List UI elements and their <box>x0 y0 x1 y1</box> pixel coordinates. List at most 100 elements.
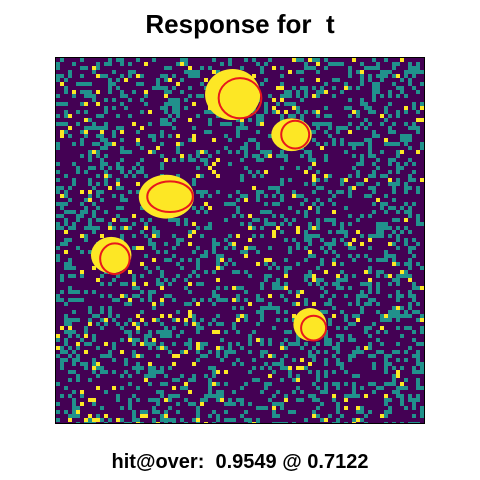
heatmap-cell <box>264 274 268 278</box>
heatmap-cell <box>116 178 120 182</box>
heatmap-cell <box>256 310 260 314</box>
heatmap-cell <box>76 378 80 382</box>
chart-title: Response for t <box>145 9 335 39</box>
heatmap-cell <box>128 398 132 402</box>
heatmap-cell <box>128 382 132 386</box>
heatmap-cell <box>80 138 84 142</box>
heatmap-cell <box>168 406 172 410</box>
heatmap-cell <box>192 230 196 234</box>
heatmap-cell <box>288 370 292 374</box>
heatmap-cell <box>412 66 416 70</box>
heatmap-cell <box>196 406 200 410</box>
heatmap-cell <box>324 130 328 134</box>
heatmap-cell <box>116 206 120 210</box>
heatmap-cell <box>396 318 400 322</box>
heatmap-cell <box>408 78 412 82</box>
heatmap-cell <box>328 246 332 250</box>
heatmap-cell <box>76 122 80 126</box>
heatmap-cell <box>172 318 176 322</box>
heatmap-cell <box>172 362 176 366</box>
heatmap-cell <box>412 282 416 286</box>
heatmap-cell <box>176 354 180 358</box>
heatmap-cell <box>84 110 88 114</box>
heatmap-cell <box>348 174 352 178</box>
heatmap-cell <box>240 214 244 218</box>
heatmap-cell <box>140 262 144 266</box>
heatmap-cell <box>280 66 284 70</box>
heatmap-cell <box>68 414 72 418</box>
heatmap-cell <box>344 274 348 278</box>
heatmap-cell <box>364 126 368 130</box>
heatmap-cell <box>204 130 208 134</box>
heatmap-cell <box>392 186 396 190</box>
heatmap-cell <box>288 290 292 294</box>
heatmap-cell <box>108 174 112 178</box>
heatmap-cell <box>364 294 368 298</box>
heatmap-cell <box>252 138 256 142</box>
heatmap-cell <box>396 182 400 186</box>
heatmap-cell <box>376 274 380 278</box>
heatmap-cell <box>256 378 260 382</box>
heatmap-cell <box>84 170 88 174</box>
heatmap-cell <box>236 150 240 154</box>
heatmap-cell <box>348 214 352 218</box>
heatmap-cell <box>196 342 200 346</box>
heatmap-cell <box>312 414 316 418</box>
heatmap-cell <box>200 298 204 302</box>
heatmap-cell <box>92 94 96 98</box>
heatmap-cell <box>172 422 176 423</box>
heatmap-cell <box>148 110 152 114</box>
heatmap-cell <box>80 210 84 214</box>
heatmap-cell <box>388 282 392 286</box>
heatmap-cell <box>76 166 80 170</box>
heatmap-cell <box>184 62 188 66</box>
heatmap-cell <box>372 154 376 158</box>
heatmap-cell <box>344 206 348 210</box>
heatmap-cell <box>180 330 184 334</box>
heatmap-cell <box>260 150 264 154</box>
heatmap-cell <box>300 346 304 350</box>
heatmap-cell <box>416 362 420 366</box>
heatmap-cell <box>212 302 216 306</box>
heatmap-cell <box>64 190 68 194</box>
heatmap-cell <box>88 166 92 170</box>
heatmap-cell <box>64 194 68 198</box>
heatmap-cell <box>336 126 340 130</box>
heatmap-cell <box>396 314 400 318</box>
heatmap-cell <box>144 174 148 178</box>
heatmap-cell <box>76 170 80 174</box>
heatmap-cell <box>96 366 100 370</box>
heatmap-cell <box>392 310 396 314</box>
heatmap-cell <box>212 290 216 294</box>
heatmap-cell <box>104 106 108 110</box>
heatmap-cell <box>352 110 356 114</box>
heatmap-cell <box>392 62 396 66</box>
heatmap-cell <box>124 174 128 178</box>
heatmap-cell <box>320 122 324 126</box>
heatmap-cell <box>84 350 88 354</box>
heatmap-cell <box>272 230 276 234</box>
heatmap-cell <box>92 370 96 374</box>
heatmap-cell <box>364 254 368 258</box>
heatmap-cell <box>324 242 328 246</box>
heatmap-cell <box>392 182 396 186</box>
heatmap-cell <box>272 326 276 330</box>
heatmap-cell <box>372 190 376 194</box>
heatmap-cell <box>308 154 312 158</box>
heatmap-cell <box>388 102 392 106</box>
heatmap-cell <box>344 230 348 234</box>
heatmap-cell <box>348 114 352 118</box>
heatmap-cell <box>88 198 92 202</box>
heatmap-cell <box>420 342 424 346</box>
heatmap-cell <box>76 354 80 358</box>
heatmap-cell <box>308 238 312 242</box>
heatmap-cell <box>100 326 104 330</box>
heatmap-cell <box>148 342 152 346</box>
heatmap-cell <box>176 218 180 222</box>
heatmap-cell <box>80 82 84 86</box>
heatmap-cell <box>116 418 120 422</box>
heatmap-cell <box>88 398 92 402</box>
heatmap-cell <box>404 134 408 138</box>
heatmap-cell <box>148 298 152 302</box>
heatmap-cell <box>400 366 404 370</box>
